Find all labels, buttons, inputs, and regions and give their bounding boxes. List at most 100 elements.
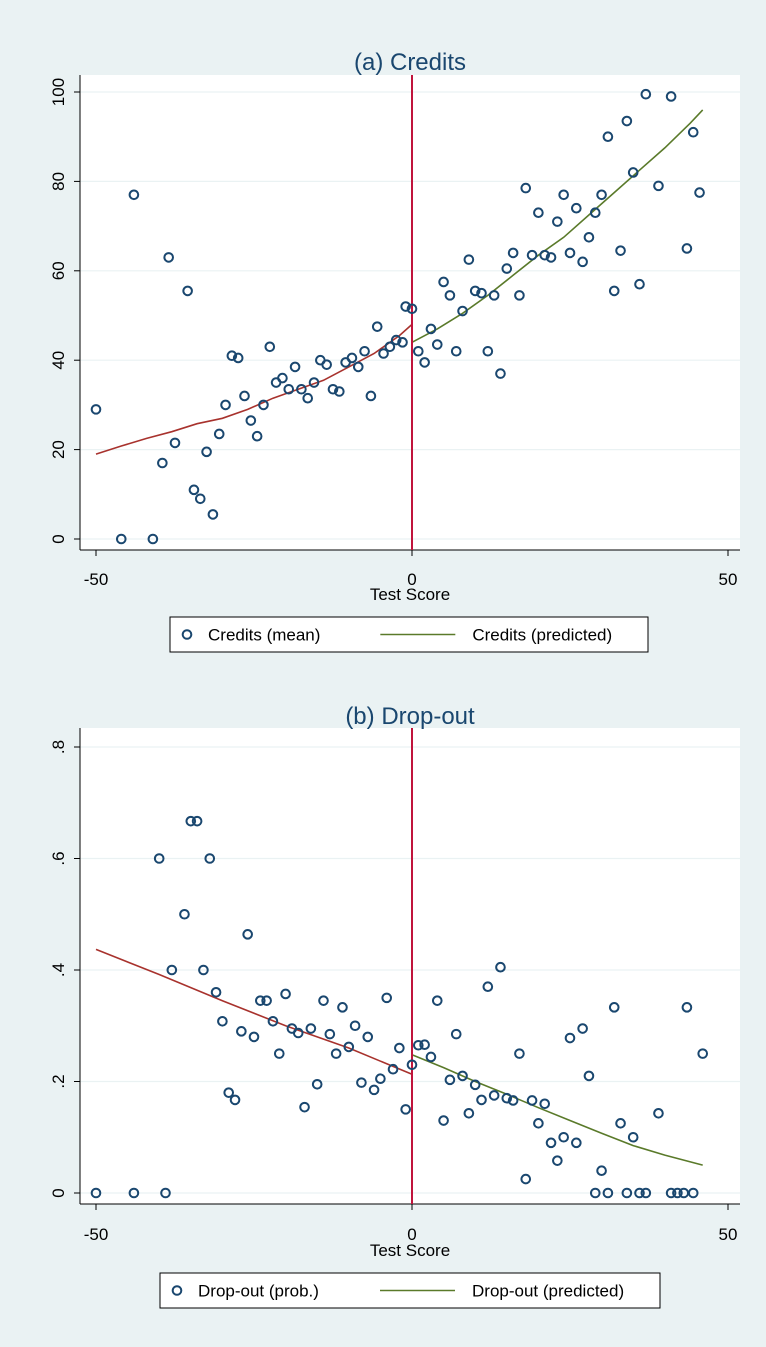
y-tick-label: 60 [49,261,68,280]
data-point [280,988,291,1000]
data-point [431,995,443,1006]
data-point [232,352,244,364]
data-point [413,345,424,357]
data-point [482,981,494,993]
data-point [681,1002,693,1013]
data-point [577,1023,588,1034]
data-point [653,180,664,192]
data-point [368,1084,380,1096]
data-point [289,361,301,373]
data-point [147,533,159,545]
data-point [438,1115,449,1126]
data-point [217,1015,228,1027]
data-point [457,1070,468,1082]
y-tick-label: 20 [49,440,68,459]
data-point [267,1015,279,1027]
data-point [640,88,652,100]
data-point [431,339,443,350]
data-point [608,285,620,297]
data-point [375,1073,386,1085]
data-point [419,1039,430,1051]
data-point [194,493,206,505]
data-point [160,1187,171,1199]
data-point [207,509,219,520]
data-point [457,305,468,317]
y-tick-label: 80 [49,172,68,191]
data-point [337,1002,348,1013]
data-point [444,1074,456,1086]
data-point [687,126,699,138]
data-point [495,368,506,379]
data-point [450,1028,462,1040]
x-tick-label: 0 [407,570,416,589]
data-point [90,1187,102,1199]
legend-label-predicted: Credits (predicted) [472,626,612,645]
data-point [308,377,320,388]
data-point [425,323,437,335]
data-point [242,929,253,940]
y-tick-label: .2 [49,1074,68,1088]
data-point [381,992,393,1004]
data-point [169,437,181,449]
data-point [324,1028,336,1040]
data-point [495,961,506,973]
data-point [694,187,705,198]
data-point [596,189,607,201]
data-point [482,345,494,357]
data-point [476,1094,487,1106]
y-tick-label: .6 [49,851,68,865]
data-point [488,1090,500,1101]
data-point [311,1078,323,1090]
data-point [665,91,677,102]
data-point [226,350,238,362]
data-point [589,207,601,218]
data-point [185,815,197,827]
data-point [251,430,263,442]
data-point [378,348,389,359]
y-tick-label: 40 [49,351,68,370]
data-point [444,290,456,301]
data-point [621,115,633,127]
chart-title: (b) Drop-out [345,703,475,730]
data-point [526,249,538,261]
data-point [166,964,178,976]
data-point [564,247,576,259]
data-point [627,1131,639,1143]
data-point [520,182,532,194]
data-point [469,285,481,297]
y-tick-label: .4 [49,963,68,977]
data-point [463,254,475,265]
data-point [552,216,563,227]
data-point [153,853,165,864]
data-point [571,1137,582,1149]
legend-label-predicted: Drop-out (predicted) [472,1282,624,1301]
data-point [400,301,411,312]
data-point [501,1092,513,1104]
y-tick-label: 100 [49,78,68,106]
data-point [261,995,272,1006]
data-point [533,207,544,218]
data-point [596,1165,607,1176]
data-point [526,1095,538,1106]
data-point [558,189,569,201]
data-point [188,484,200,496]
data-point [621,1187,633,1199]
data-point [115,533,127,545]
data-point [577,256,588,268]
data-point [672,1187,683,1199]
data-point [602,131,614,142]
data-point [362,1031,374,1043]
data-point [520,1173,532,1185]
data-point [387,1063,399,1075]
data-point [413,1039,424,1051]
data-point [545,1137,557,1149]
data-point [292,1027,304,1039]
data-point [330,1048,342,1059]
data-point [463,1107,475,1119]
data-point [501,263,513,274]
data-point [264,341,276,353]
data-point [697,1048,709,1059]
fit-line-left [95,948,413,1076]
